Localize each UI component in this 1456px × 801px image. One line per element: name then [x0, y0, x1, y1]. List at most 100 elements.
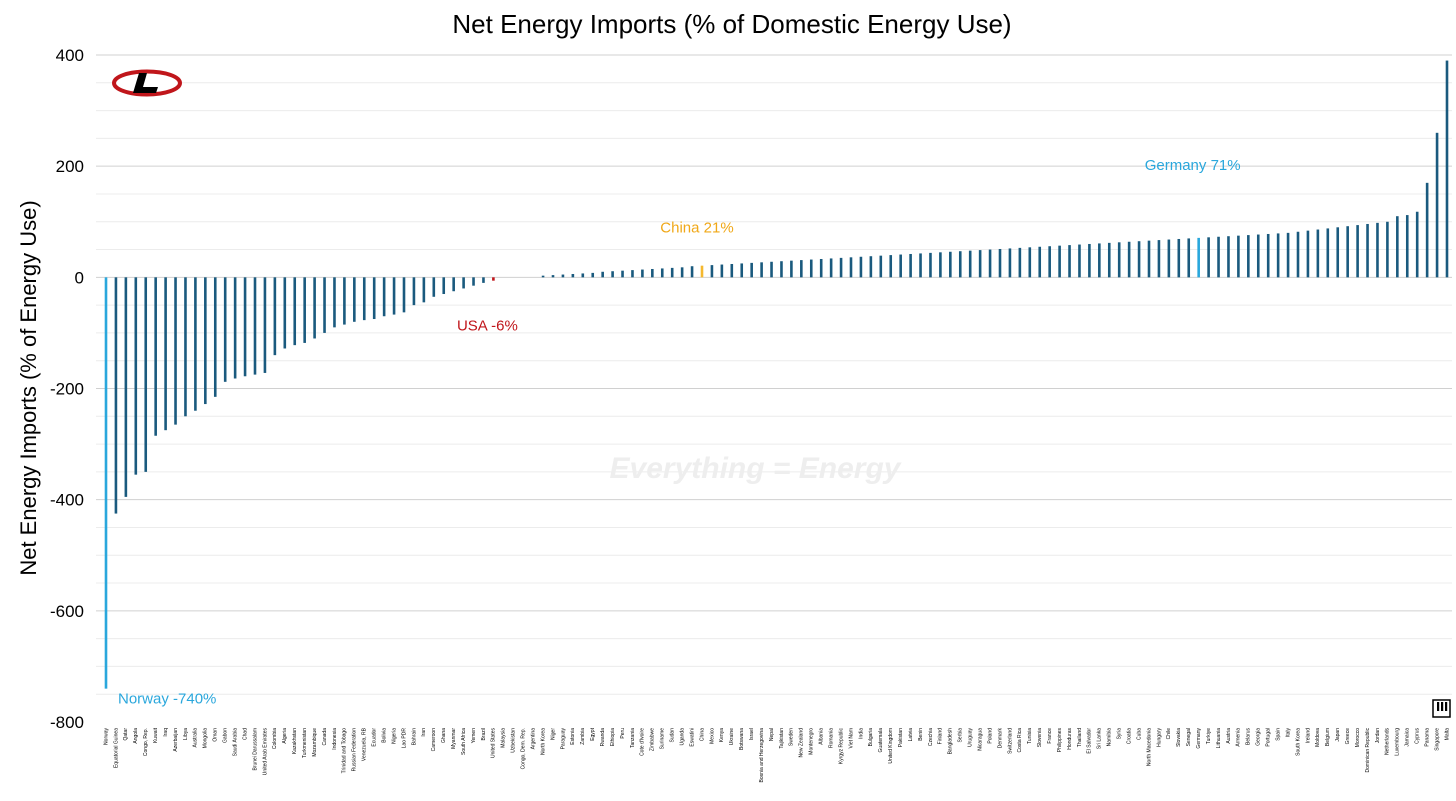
x-tick-label: Serbia [958, 728, 964, 743]
x-tick-label: Kenya [719, 728, 725, 742]
bar [968, 250, 972, 278]
x-tick-label: Mexico [709, 728, 715, 744]
bar [909, 253, 912, 278]
bar [611, 271, 614, 278]
bar [114, 277, 118, 514]
bar [790, 260, 793, 278]
bar [472, 277, 475, 286]
x-tick-label: Tanzania [630, 728, 636, 748]
bar [1286, 232, 1290, 278]
x-tick-label: Sweden [789, 728, 795, 746]
bar [1187, 238, 1191, 278]
bar [1316, 229, 1320, 278]
x-tick-label: Sri Lanka [1097, 728, 1103, 749]
bar [750, 262, 753, 278]
bar [1306, 230, 1310, 278]
y-tick-label: -200 [50, 380, 84, 399]
x-tick-label: Libya [183, 728, 189, 740]
bar [283, 277, 287, 349]
bar [899, 254, 902, 278]
x-tick-label: Panama [1424, 728, 1430, 747]
bar [303, 277, 306, 343]
x-tick-label: Niger [550, 728, 556, 740]
bar [253, 277, 257, 375]
x-tick-label: Azerbaijan [173, 728, 179, 752]
bar [1058, 245, 1061, 278]
y-tick-label: 400 [56, 46, 84, 65]
bar [422, 277, 426, 303]
x-tick-label: Malaysia [501, 728, 507, 748]
y-tick-labels: 400 200 0 -200 -400 -600 -800 [50, 46, 84, 732]
x-tick-label: France [1047, 728, 1053, 744]
bar [164, 277, 167, 431]
x-tick-label: Chile [1166, 728, 1172, 740]
x-tick-label: Oman [213, 728, 219, 742]
x-tick-label: Moldova [1315, 728, 1321, 747]
bar [134, 277, 138, 475]
bar [402, 277, 406, 313]
bar [144, 277, 148, 472]
x-tick-label: Spain [1275, 728, 1281, 741]
x-tick-label: Argentina [530, 728, 536, 750]
x-tick-label: Zimbabwe [650, 728, 656, 751]
bar [1396, 216, 1399, 278]
x-tick-label: Bahrain [411, 728, 417, 745]
x-tick-label: Kyrgyz Republic [838, 728, 844, 765]
bar [919, 253, 922, 278]
piano-icon [1432, 699, 1451, 718]
y-tick-label: -800 [50, 713, 84, 732]
x-tick-label: Netherlands [1385, 728, 1391, 755]
bar [372, 277, 376, 320]
bar [839, 257, 843, 278]
bar [660, 268, 664, 278]
bar [1366, 223, 1369, 278]
x-tick-label: Benin [918, 728, 924, 741]
x-tick-label: Ghana [441, 728, 447, 743]
x-tick-label: Russian Federation [352, 728, 358, 772]
x-tick-label: Indonesia [332, 728, 338, 750]
bar [233, 277, 237, 379]
bar [978, 250, 982, 278]
x-tick-label: Nepal [769, 728, 775, 741]
bar [1336, 227, 1340, 278]
x-tick-label: Cuba [1136, 728, 1142, 740]
x-tick-label: Brazil [481, 728, 487, 741]
x-tick-label: Bangladesh [948, 728, 954, 755]
x-tick-label: Congo, Rep. [143, 728, 149, 756]
bar [392, 277, 396, 315]
x-tick-label: Portugal [1266, 728, 1272, 747]
x-tick-label: Philippines [1057, 728, 1063, 753]
bars [104, 60, 1449, 689]
annotation-label: Germany 71% [1145, 157, 1241, 174]
bar [1445, 60, 1449, 278]
annotation-label: China 21% [660, 220, 733, 237]
x-tick-label: Myanmar [451, 728, 457, 749]
x-tick-label: Lithuania [1216, 728, 1222, 749]
x-tick-label: Nigeria [391, 728, 397, 744]
bar [929, 252, 932, 278]
bar [1276, 233, 1280, 278]
bar [462, 277, 465, 289]
x-tick-label: Romania [828, 728, 834, 748]
bar [174, 277, 177, 425]
x-tick-label: Latvia [908, 728, 914, 742]
bar [958, 251, 962, 278]
bar [819, 258, 823, 278]
x-tick-label: Kazakhstan [292, 728, 298, 754]
x-tick-label: Venezuela, RB [362, 727, 368, 761]
bar [1117, 242, 1121, 278]
x-tick-label: Luxembourg [1395, 728, 1401, 756]
x-tick-label: Israel [749, 728, 755, 740]
bar [1207, 237, 1210, 278]
x-tick-label: Costa Rica [1017, 728, 1023, 753]
x-tick-label: Belarus [1246, 728, 1252, 745]
bar [194, 277, 197, 411]
bar [760, 262, 763, 278]
bar [561, 274, 565, 278]
bar [263, 277, 267, 373]
x-tick-label: Colombia [272, 728, 278, 749]
x-tick-label: Dominican Republic [1365, 728, 1371, 773]
bar [581, 273, 585, 278]
x-tick-label: Saudi Arabia [232, 728, 238, 757]
bar [1107, 242, 1111, 278]
